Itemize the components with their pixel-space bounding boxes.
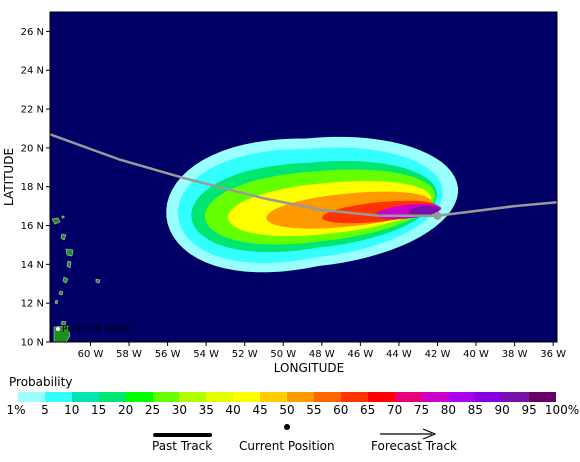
lon-tick-label: 58 W xyxy=(116,349,142,360)
island-st-lucia xyxy=(58,290,64,296)
island-antigua xyxy=(60,233,67,241)
lon-tick-label: 52 W xyxy=(232,349,258,360)
colorbar-swatch-19 xyxy=(529,392,557,402)
colorbar-label: 70 xyxy=(386,403,403,417)
colorbar-label: 75 xyxy=(413,403,430,417)
colorbar-label: 1% xyxy=(6,403,26,417)
colorbar-swatch-11 xyxy=(313,392,341,402)
port-of-spain-label: PORT OF SPAIN xyxy=(62,325,130,335)
colorbar-label: 55 xyxy=(306,403,322,417)
colorbar-swatch-7 xyxy=(206,392,234,402)
island-dominica xyxy=(66,260,72,269)
lat-tick-label: 26 N xyxy=(21,27,44,38)
island-barbados xyxy=(95,278,101,284)
port-of-spain-marker xyxy=(56,327,60,331)
storm-track-line xyxy=(49,133,558,218)
lon-tick-label: 38 W xyxy=(502,349,528,360)
colorbar-swatch-10 xyxy=(287,392,314,402)
colorbar-swatch-0 xyxy=(18,392,45,402)
lat-tick-label: 14 N xyxy=(21,260,44,271)
colorbar-swatch-3 xyxy=(98,392,126,402)
colorbar-swatch-18 xyxy=(502,392,530,402)
colorbar-swatch-17 xyxy=(475,392,503,402)
lon-tick-label: 54 W xyxy=(193,349,219,360)
colorbar-label: 15 xyxy=(91,403,107,417)
lon-tick-label: 36 W xyxy=(540,349,566,360)
colorbar-swatch-15 xyxy=(421,392,449,402)
colorbar-swatch-9 xyxy=(260,392,288,402)
island-puerto-rico-east xyxy=(51,217,61,225)
colorbar-label: 60 xyxy=(333,403,349,417)
colorbar-swatch-12 xyxy=(340,392,368,402)
island-grenadines xyxy=(54,299,59,305)
colorbar-swatch-16 xyxy=(448,392,476,402)
current-position-label: Current Position xyxy=(239,439,335,453)
lon-tick-label: 44 W xyxy=(386,349,412,360)
colorbar-label: 100% xyxy=(544,403,580,417)
island-tobago xyxy=(60,320,67,326)
forecast-track-arrow-icon xyxy=(380,428,437,440)
colorbar-swatch-4 xyxy=(125,392,153,402)
colorbar-label: 35 xyxy=(198,403,214,417)
lat-tick-label: 12 N xyxy=(21,299,44,310)
colorbar-swatch-6 xyxy=(179,392,207,402)
probability-colorbar-labels: 1% 5 10 15 20 25 30 35 40 45 50 55 60 65 70 75 80 85 90 95 1… xyxy=(0,404,580,418)
map-frame xyxy=(49,11,558,343)
probability-zones xyxy=(166,136,459,273)
colorbar-label: 20 xyxy=(117,403,134,417)
colorbar-swatch-1 xyxy=(44,392,72,402)
current-position-dot-icon xyxy=(284,424,290,430)
colorbar-label: 95 xyxy=(521,403,537,417)
latitude-ticks: 10 N 12 N 14 N 16 N 18 N 20 N 22 N 24 N 26 N xyxy=(21,27,50,349)
probability-colorbar xyxy=(18,392,557,402)
colorbar-swatch-5 xyxy=(152,392,180,402)
lon-tick-label: 46 W xyxy=(347,349,373,360)
y-axis-title: LATITUDE xyxy=(2,148,16,206)
colorbar-label: 40 xyxy=(225,403,241,417)
colorbar-label: 65 xyxy=(360,403,376,417)
colorbar-swatch-2 xyxy=(71,392,99,402)
caribbean-islands xyxy=(51,215,101,343)
lat-tick-label: 24 N xyxy=(21,66,44,77)
lat-tick-label: 22 N xyxy=(21,105,44,116)
probability-map: PORT OF SPAIN 10 N 12 N 14 N 16 N 18 N 20 N 22… xyxy=(2,11,566,375)
probability-title: Probability xyxy=(9,375,73,389)
colorbar-swatch-13 xyxy=(367,392,395,402)
forecast-track-label: Forecast Track xyxy=(371,439,457,453)
lat-tick-label: 10 N xyxy=(21,338,44,349)
colorbar-label: 30 xyxy=(171,403,188,417)
probability-zone-90 xyxy=(408,205,440,216)
lat-tick-label: 16 N xyxy=(21,221,44,232)
colorbar-label: 45 xyxy=(252,403,268,417)
colorbar-label: 5 xyxy=(41,403,49,417)
lon-tick-label: 60 W xyxy=(78,349,104,360)
colorbar-label: 90 xyxy=(494,403,510,417)
colorbar-label: 85 xyxy=(467,403,483,417)
colorbar-swatch-14 xyxy=(394,392,422,402)
lat-tick-label: 20 N xyxy=(21,143,44,154)
lon-tick-label: 40 W xyxy=(463,349,489,360)
colorbar-label: 10 xyxy=(64,403,80,417)
lon-tick-label: 56 W xyxy=(155,349,181,360)
current-position-marker xyxy=(433,211,442,220)
colorbar-label: 80 xyxy=(440,403,457,417)
island-guadeloupe xyxy=(65,248,74,257)
island-martinique xyxy=(62,276,69,284)
past-track-line-icon xyxy=(153,433,212,437)
lat-tick-label: 18 N xyxy=(21,182,44,193)
colorbar-label: 50 xyxy=(279,403,295,417)
longitude-ticks: 60 W 58 W 56 W 54 W 52 W 50 W 48 W 46 W 44 W 42 W… xyxy=(78,342,566,360)
lon-tick-label: 50 W xyxy=(270,349,296,360)
island-virgin xyxy=(61,215,65,219)
colorbar-swatch-8 xyxy=(233,392,261,402)
past-track-label: Past Track xyxy=(152,439,213,453)
x-axis-title: LONGITUDE xyxy=(274,361,344,375)
lon-tick-label: 48 W xyxy=(309,349,335,360)
colorbar-label: 25 xyxy=(144,403,161,417)
lon-tick-label: 42 W xyxy=(425,349,451,360)
